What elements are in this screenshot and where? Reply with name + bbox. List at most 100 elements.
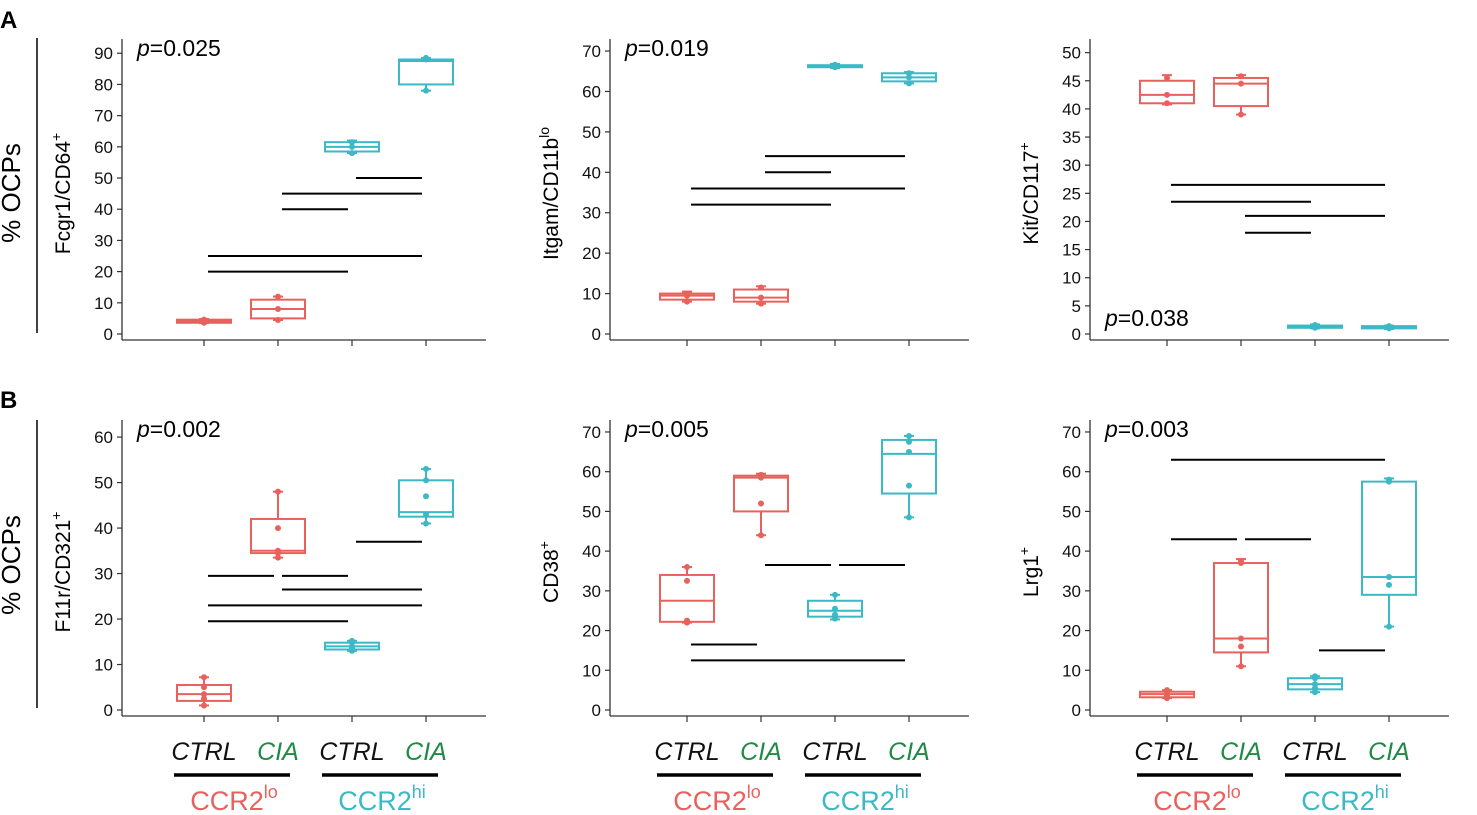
y-axis-label-superscript: lo <box>536 127 552 138</box>
panel-label-a: A <box>0 7 17 34</box>
y-tick-label: 25 <box>1062 184 1081 203</box>
y-tick-label: 60 <box>94 428 113 447</box>
y-tick-label: 50 <box>582 502 601 521</box>
y-tick-label: 90 <box>94 44 113 63</box>
y-tick-label: 20 <box>582 244 601 263</box>
plot-1: 0 10 20 30 40 50 60 70 80 90 Fcgr1/CD64+ p=0.025 <box>48 35 486 346</box>
data-point <box>423 477 429 484</box>
box-1 <box>176 316 232 326</box>
y-axis-label-main: Lrg1 <box>1020 555 1043 597</box>
data-point <box>1312 321 1318 328</box>
p-value-symbol: p <box>1104 305 1118 331</box>
y-tick-label: 60 <box>582 463 601 482</box>
y-tick-label: 35 <box>1062 128 1081 147</box>
plot-3: 0 5 10 15 20 25 30 35 40 45 50 Kit/CD117+ p=0.038 <box>1016 39 1449 346</box>
data-point <box>275 554 281 561</box>
data-point <box>758 532 764 539</box>
y-tick-label: 30 <box>582 204 601 223</box>
data-point <box>201 316 207 323</box>
data-point <box>201 702 207 709</box>
group-label-base: CCR2 <box>1153 786 1227 815</box>
group-label-hi: CCR2hi <box>1301 782 1389 815</box>
y-tick-label: 0 <box>104 325 113 344</box>
box-3 <box>807 591 863 622</box>
data-point <box>1386 623 1392 630</box>
data-point <box>684 577 690 584</box>
box-4 <box>1361 476 1417 630</box>
y-tick-label: 50 <box>1062 44 1081 63</box>
data-point <box>906 482 912 489</box>
data-point <box>275 488 281 495</box>
box-4 <box>398 465 454 527</box>
box-3 <box>1287 673 1343 696</box>
y-tick-label: 40 <box>94 200 113 219</box>
group-label-lo: CCR2lo <box>1153 782 1241 815</box>
plot-5: 0 10 20 30 40 50 60 70 CD38+ p=0.005 <box>536 416 969 722</box>
data-point <box>423 493 429 500</box>
y-axis-label-main: Kit/CD117 <box>1020 151 1043 245</box>
data-point <box>684 617 690 624</box>
data-point <box>423 520 429 527</box>
plot-4: 0 10 20 30 40 50 60 F11r/CD321+ p=0.002 <box>48 416 486 722</box>
y-tick-label: 10 <box>1062 661 1081 680</box>
y-tick-label: 45 <box>1062 72 1081 91</box>
data-point <box>758 500 764 507</box>
data-point <box>1238 663 1244 670</box>
figure-annotations: AB% OCPs% OCPsCTRLCIACTRLCIACCR2loCCR2hi… <box>0 7 1410 815</box>
y-axis-label-superscript: + <box>48 511 64 519</box>
data-point <box>906 80 912 87</box>
y-tick-label: 30 <box>582 582 601 601</box>
p-value-symbol: p <box>624 35 638 61</box>
data-point <box>1238 111 1244 118</box>
data-point <box>275 316 281 323</box>
data-point <box>349 143 355 150</box>
group-label-base: CCR2 <box>673 786 747 815</box>
y-axis-label-main: Fcgr1/CD64 <box>52 141 75 255</box>
p-value-label: p=0.002 <box>136 416 221 442</box>
y-tick-label: 40 <box>1062 100 1081 119</box>
data-point <box>275 306 281 313</box>
data-point <box>684 290 690 297</box>
y-tick-label: 30 <box>1062 156 1081 175</box>
box-2 <box>250 488 306 561</box>
y-tick-label: 60 <box>94 138 113 157</box>
y-tick-label: 5 <box>1072 297 1081 316</box>
y-tick-label: 30 <box>1062 582 1081 601</box>
y-tick-label: 50 <box>94 169 113 188</box>
data-point <box>832 611 838 618</box>
data-point <box>1386 323 1392 330</box>
y-tick-label: 40 <box>94 519 113 538</box>
box-2 <box>250 293 306 323</box>
box-3 <box>324 637 380 654</box>
data-point <box>423 54 429 61</box>
data-point <box>1238 643 1244 650</box>
y-tick-label: 60 <box>582 82 601 101</box>
data-point <box>201 674 207 681</box>
box-4 <box>881 70 937 87</box>
y-axis-label-superscript: + <box>48 133 64 141</box>
y-tick-label: 15 <box>1062 241 1081 260</box>
condition-label: CIA <box>888 738 930 766</box>
group-label-base: CCR2 <box>1301 786 1375 815</box>
data-point <box>423 87 429 94</box>
y-tick-label: 70 <box>1062 423 1081 442</box>
box-3 <box>324 139 380 157</box>
p-value-number: =0.002 <box>150 416 221 442</box>
data-point <box>758 300 764 307</box>
data-point <box>832 605 838 612</box>
y-axis-label: Itgam/CD11blo <box>536 127 563 260</box>
data-point <box>1386 476 1392 483</box>
data-point <box>201 684 207 691</box>
y-axis-label-superscript: + <box>1016 142 1032 150</box>
box-2 <box>733 471 789 539</box>
box-2 <box>733 284 789 307</box>
box-1 <box>659 290 715 305</box>
y-axis-label: Lrg1+ <box>1016 547 1043 597</box>
y-tick-label: 30 <box>94 231 113 250</box>
row-label-ocps: % OCPs <box>0 515 26 615</box>
plot-2: 0 10 20 30 40 50 60 70 Itgam/CD11blo p=0.019 <box>536 35 969 346</box>
y-tick-label: 0 <box>592 325 601 344</box>
